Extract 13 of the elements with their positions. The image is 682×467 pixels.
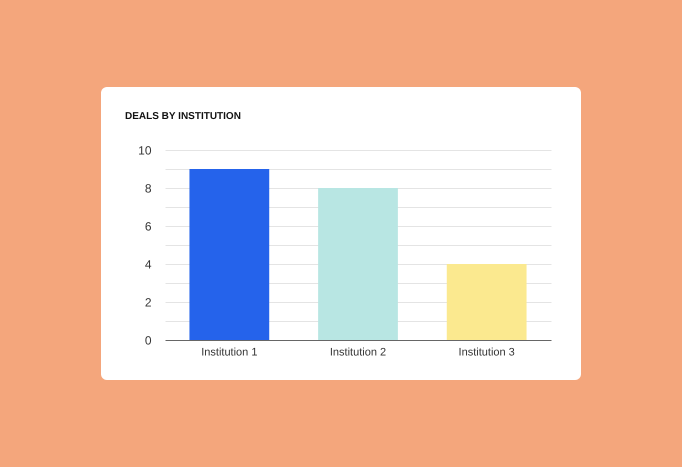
bar (189, 169, 270, 340)
y-tick-label: 10 (138, 144, 152, 158)
y-tick-label: 8 (144, 182, 152, 196)
bar (318, 188, 398, 340)
x-tick-label: Institution 3 (458, 346, 515, 358)
y-tick-label: 4 (144, 258, 152, 272)
chart-title: DEALS BY INSTITUTION (125, 111, 241, 122)
x-tick-label: Institution 1 (201, 346, 258, 358)
y-tick-label: 0 (144, 334, 152, 348)
y-tick-label: 2 (144, 296, 152, 310)
x-tick-label: Institution 2 (330, 346, 386, 358)
bar (446, 264, 527, 340)
y-tick-label: 6 (144, 220, 152, 234)
